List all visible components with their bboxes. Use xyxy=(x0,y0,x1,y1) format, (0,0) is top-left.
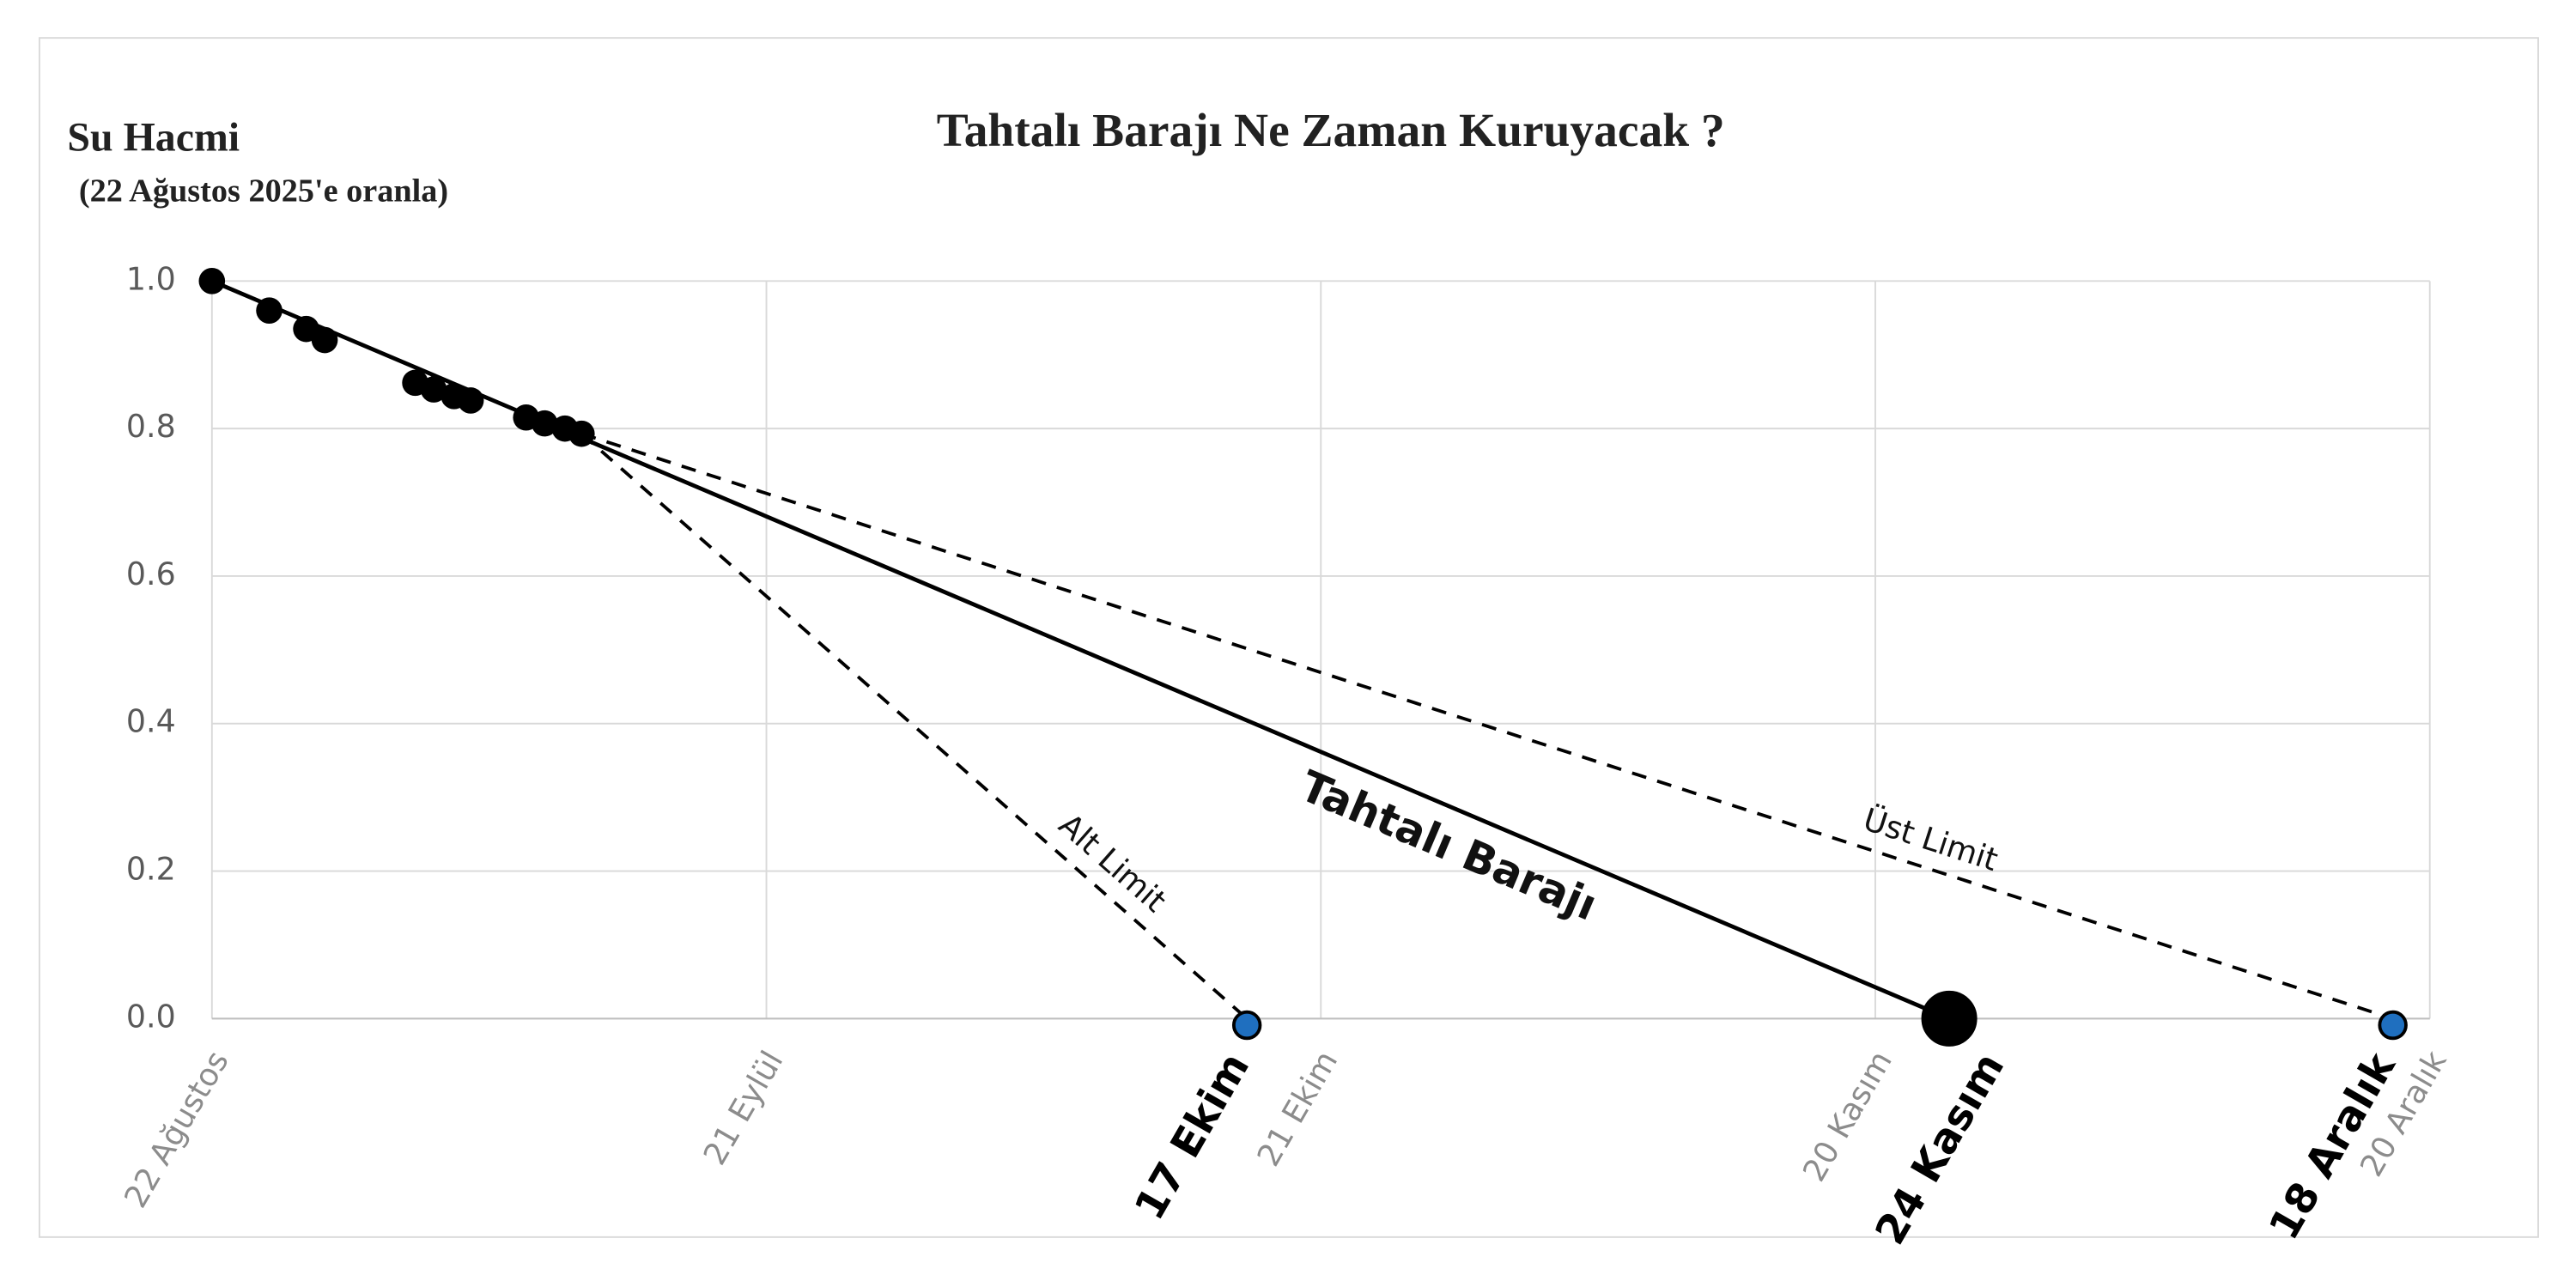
y-tick-label: 0.6 xyxy=(126,556,176,592)
observation-point xyxy=(198,268,226,294)
chart-title: Tahtalı Barajı Ne Zaman Kuruyacak ? xyxy=(937,105,1725,157)
end-point xyxy=(1231,1010,1262,1041)
observation-point xyxy=(311,326,338,354)
observation-point xyxy=(420,376,447,403)
end-point xyxy=(2378,1010,2408,1041)
observation-point xyxy=(457,387,484,414)
end-point xyxy=(1921,990,1978,1047)
series-line xyxy=(580,432,1249,1020)
y-tick-label: 0.8 xyxy=(126,408,176,445)
chart-border xyxy=(38,37,2539,1238)
series-line xyxy=(580,432,2394,1021)
y-tick-label: 0.2 xyxy=(126,851,176,888)
y-axis-title: Su Hacmi xyxy=(67,115,240,161)
y-tick-label: 1.0 xyxy=(126,260,176,297)
observation-point xyxy=(568,420,595,447)
series-line xyxy=(210,279,1951,1021)
y-tick-label: 0.4 xyxy=(126,703,176,740)
y-axis-subtitle: (22 Ağustos 2025'e oranla) xyxy=(79,173,448,209)
observation-point xyxy=(256,297,283,324)
observation-point xyxy=(531,410,558,437)
y-tick-label: 0.0 xyxy=(126,998,176,1035)
